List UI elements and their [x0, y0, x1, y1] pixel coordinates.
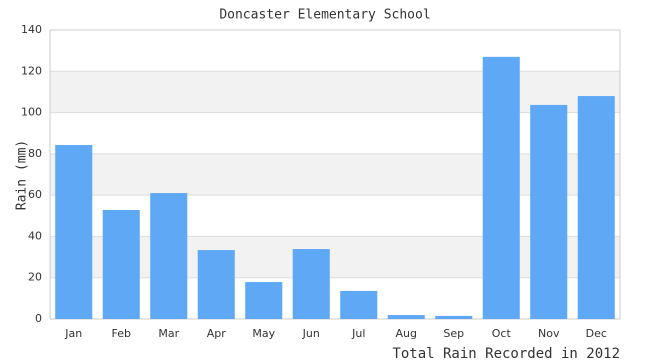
chart-title: Doncaster Elementary School — [219, 8, 430, 23]
grid-band — [50, 153, 620, 196]
x-tick-label: Jun — [302, 327, 320, 340]
x-tick-label: May — [252, 327, 275, 340]
x-tick-label: Dec — [586, 327, 607, 340]
x-tick-label: Sep — [443, 327, 464, 340]
x-tick-label: Apr — [207, 327, 227, 340]
grid-band — [50, 236, 620, 278]
y-tick-label: 0 — [35, 312, 42, 325]
bar — [245, 282, 283, 319]
bar — [292, 249, 330, 319]
y-tick-label: 80 — [28, 147, 42, 160]
x-tick-label: Jan — [64, 327, 82, 340]
x-tick-label: Oct — [492, 327, 512, 340]
bar — [387, 315, 425, 319]
x-tick-label: Mar — [158, 327, 179, 340]
y-tick-label: 100 — [21, 106, 42, 119]
x-tick-label: Feb — [112, 327, 131, 340]
y-tick-label: 20 — [28, 271, 42, 284]
bar — [435, 315, 473, 319]
x-tick-label: Nov — [538, 327, 560, 340]
y-axis-label: Rain (mm) — [15, 140, 30, 210]
bar — [340, 290, 378, 319]
y-tick-label: 40 — [28, 229, 42, 242]
bar — [197, 250, 235, 319]
bar — [577, 96, 615, 319]
x-tick-label: Aug — [396, 327, 417, 340]
plot-frame — [49, 29, 621, 320]
bar — [55, 144, 93, 319]
grid-band — [50, 71, 620, 113]
x-tick-label: Jul — [351, 327, 365, 340]
bar — [150, 193, 188, 319]
y-tick-label: 60 — [28, 188, 42, 201]
y-tick-label: 140 — [21, 23, 42, 36]
bar — [102, 210, 140, 319]
y-tick-label: 120 — [21, 64, 42, 77]
x-axis-label: Total Rain Recorded in 2012 — [392, 346, 620, 360]
bar — [482, 56, 520, 319]
bar — [530, 104, 568, 320]
